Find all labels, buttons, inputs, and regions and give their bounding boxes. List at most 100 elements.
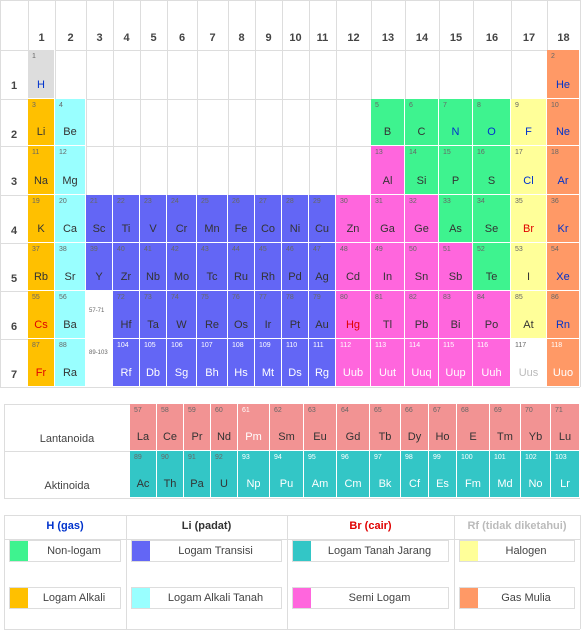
element-cell[interactable]: 3 Li	[28, 99, 55, 146]
element-cell[interactable]: 66 Dy	[401, 404, 429, 451]
element-cell[interactable]: 106 Sg	[167, 339, 197, 387]
element-cell[interactable]: 43 Tc	[197, 243, 228, 291]
element-cell[interactable]: 57 La	[130, 404, 157, 451]
element-cell[interactable]: 47 Ag	[309, 243, 336, 291]
element-cell[interactable]: 15 P	[439, 146, 473, 195]
element-cell[interactable]: 60 Nd	[211, 404, 238, 451]
element-cell[interactable]: 102 No	[521, 451, 551, 498]
element-cell[interactable]: 75 Re	[197, 291, 228, 339]
element-cell[interactable]: 58 Ce	[157, 404, 184, 451]
element-cell[interactable]: 35 Br	[511, 195, 547, 243]
element-cell[interactable]: 20 Ca	[55, 195, 86, 243]
element-cell[interactable]: 26 Fe	[228, 195, 255, 243]
element-cell[interactable]: 32 Ge	[405, 195, 439, 243]
element-cell[interactable]: 33 As	[439, 195, 473, 243]
element-cell[interactable]: 61 Pm	[238, 404, 270, 451]
element-cell[interactable]: 72 Hf	[113, 291, 140, 339]
element-cell[interactable]: 28 Ni	[282, 195, 309, 243]
element-cell[interactable]: 22 Ti	[113, 195, 140, 243]
element-cell[interactable]: 80 Hg	[336, 291, 371, 339]
element-cell[interactable]: 76 Os	[228, 291, 255, 339]
element-cell[interactable]: 4 Be	[55, 99, 86, 146]
element-cell[interactable]: 29 Cu	[309, 195, 336, 243]
element-cell[interactable]: 84 Po	[473, 291, 511, 339]
element-cell[interactable]: 68 E	[457, 404, 490, 451]
element-cell[interactable]: 67 Ho	[429, 404, 457, 451]
element-cell[interactable]: 10 Ne	[547, 99, 580, 146]
element-cell[interactable]: 46 Pd	[282, 243, 309, 291]
element-cell[interactable]: 55 Cs	[28, 291, 55, 339]
element-cell[interactable]: 71 Lu	[551, 404, 580, 451]
element-cell[interactable]: 65 Tb	[370, 404, 401, 451]
element-cell[interactable]: 2 He	[547, 50, 580, 99]
element-cell[interactable]: 111 Rg	[309, 339, 336, 387]
element-cell[interactable]: 78 Pt	[282, 291, 309, 339]
element-cell[interactable]: 82 Pb	[405, 291, 439, 339]
element-cell[interactable]: 99 Es	[429, 451, 457, 498]
element-cell[interactable]: 18 Ar	[547, 146, 580, 195]
element-cell[interactable]: 107 Bh	[197, 339, 228, 387]
element-cell[interactable]: 90 Th	[157, 451, 184, 498]
element-cell[interactable]: 63 Eu	[304, 404, 337, 451]
element-cell[interactable]: 91 Pa	[184, 451, 211, 498]
element-cell[interactable]: 49 In	[371, 243, 405, 291]
element-cell[interactable]: 89 Ac	[130, 451, 157, 498]
element-cell[interactable]: 39 Y	[86, 243, 113, 291]
element-cell[interactable]: 97 Bk	[370, 451, 401, 498]
element-cell[interactable]: 30 Zn	[336, 195, 371, 243]
element-cell[interactable]: 38 Sr	[55, 243, 86, 291]
element-cell[interactable]: 113 Uut	[371, 339, 405, 387]
element-cell[interactable]: 95 Am	[304, 451, 337, 498]
element-cell[interactable]: 88 Ra	[55, 339, 86, 387]
element-cell[interactable]: 86 Rn	[547, 291, 580, 339]
element-cell[interactable]: 21 Sc	[86, 195, 113, 243]
element-cell[interactable]: 51 Sb	[439, 243, 473, 291]
element-cell[interactable]: 116 Uuh	[473, 339, 511, 387]
element-cell[interactable]: 53 I	[511, 243, 547, 291]
element-cell[interactable]: 64 Gd	[337, 404, 370, 451]
element-cell[interactable]: 34 Se	[473, 195, 511, 243]
element-cell[interactable]: 114 Uuq	[405, 339, 439, 387]
element-cell[interactable]: 31 Ga	[371, 195, 405, 243]
element-cell[interactable]: 36 Kr	[547, 195, 580, 243]
element-cell[interactable]: 62 Sm	[270, 404, 304, 451]
element-cell[interactable]: 108 Hs	[228, 339, 255, 387]
element-cell[interactable]: 92 U	[211, 451, 238, 498]
element-cell[interactable]: 40 Zr	[113, 243, 140, 291]
element-cell[interactable]: 83 Bi	[439, 291, 473, 339]
element-cell[interactable]: 41 Nb	[140, 243, 167, 291]
element-cell[interactable]: 54 Xe	[547, 243, 580, 291]
element-cell[interactable]: 17 Cl	[511, 146, 547, 195]
element-cell[interactable]: 112 Uub	[336, 339, 371, 387]
element-cell[interactable]: 87 Fr	[28, 339, 55, 387]
element-cell[interactable]: 69 Tm	[490, 404, 521, 451]
element-cell[interactable]: 115 Uup	[439, 339, 473, 387]
element-cell[interactable]: 25 Mn	[197, 195, 228, 243]
element-cell[interactable]: 11 Na	[28, 146, 55, 195]
element-cell[interactable]: 103 Lr	[551, 451, 580, 498]
element-cell[interactable]: 13 Al	[371, 146, 405, 195]
element-cell[interactable]: 27 Co	[255, 195, 282, 243]
element-cell[interactable]: 19 K	[28, 195, 55, 243]
element-cell[interactable]: 16 S	[473, 146, 511, 195]
element-cell[interactable]: 105 Db	[140, 339, 167, 387]
element-cell[interactable]: 85 At	[511, 291, 547, 339]
element-cell[interactable]: 81 Tl	[371, 291, 405, 339]
element-cell[interactable]: 45 Rh	[255, 243, 282, 291]
element-cell[interactable]: 77 Ir	[255, 291, 282, 339]
element-cell[interactable]: 98 Cf	[401, 451, 429, 498]
element-cell[interactable]: 96 Cm	[337, 451, 370, 498]
element-cell[interactable]: 37 Rb	[28, 243, 55, 291]
element-cell[interactable]: 94 Pu	[270, 451, 304, 498]
element-cell[interactable]: 104 Rf	[113, 339, 140, 387]
element-cell[interactable]: 24 Cr	[167, 195, 197, 243]
element-cell[interactable]: 73 Ta	[140, 291, 167, 339]
element-cell[interactable]: 48 Cd	[336, 243, 371, 291]
element-cell[interactable]: 52 Te	[473, 243, 511, 291]
